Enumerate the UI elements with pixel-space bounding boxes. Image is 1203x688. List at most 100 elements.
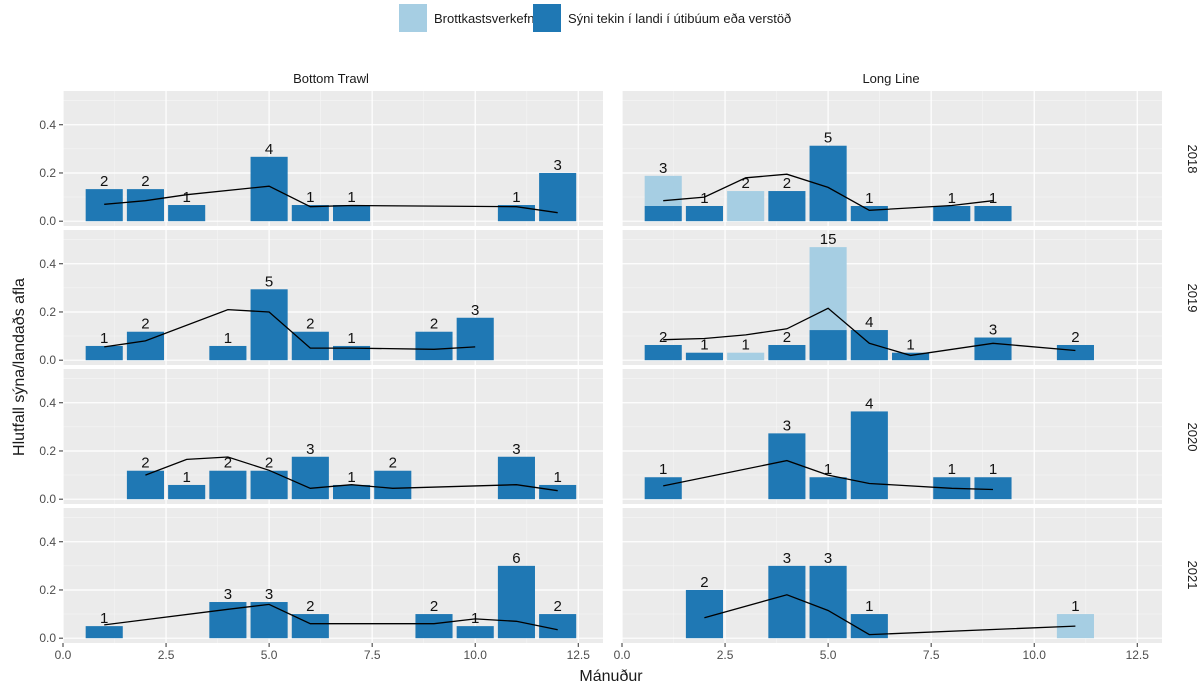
- bar-count-label: 1: [659, 461, 667, 478]
- bar-landed: [85, 626, 123, 639]
- panel-bottom-trawl-2019: 1 2 1 5 2 1 2 3: [62, 230, 603, 365]
- legend-key-landed: [533, 4, 561, 32]
- bar-count-label: 1: [182, 189, 190, 206]
- bar-landed: [768, 565, 806, 639]
- bar-count-label: 3: [989, 322, 997, 339]
- x-tick-label: 12.5: [567, 648, 591, 662]
- bar-landed: [685, 205, 723, 222]
- y-tick-label: 0.4: [39, 118, 56, 132]
- bar-count-label: 1: [741, 337, 749, 354]
- bar-landed: [85, 189, 123, 222]
- y-axis-title: Hlutfall sýna/landaðs afla: [11, 278, 28, 456]
- bar-landed: [974, 337, 1012, 361]
- bar-count-label: 1: [100, 610, 108, 627]
- bar-count-label: 2: [265, 455, 273, 472]
- panel-long-line-2020: 1 3 1 4 1 1: [621, 369, 1162, 504]
- panel-bottom-trawl-2018: 2 2 1 4 1 1 1 3: [62, 91, 603, 226]
- x-axis-title: Mánuður: [579, 668, 643, 685]
- bar-count-label: 1: [224, 330, 232, 347]
- legend: Brottkastsverkefni Sýni tekin í landi í …: [399, 4, 791, 32]
- bar-landed: [768, 191, 806, 222]
- bar-discard: [727, 191, 765, 222]
- bar-landed: [333, 484, 371, 500]
- bar-landed: [539, 614, 577, 639]
- x-tick-label: 10.0: [1023, 648, 1047, 662]
- bar-landed: [209, 345, 247, 361]
- ratio-line: [104, 603, 558, 631]
- bar-count-label: 2: [700, 574, 708, 591]
- bar-landed: [209, 470, 247, 500]
- bar-count-label: 1: [948, 190, 956, 207]
- bar-landed: [85, 345, 123, 361]
- x-tick-label: 5.0: [820, 648, 837, 662]
- ratio-line: [104, 185, 558, 214]
- x-tick-label: 0.0: [614, 648, 631, 662]
- bar-count-label: 2: [659, 329, 667, 346]
- y-tick-label: 0.4: [39, 396, 56, 410]
- legend-key-discard: [399, 4, 427, 32]
- bar-landed: [644, 344, 682, 361]
- bar-landed: [168, 205, 206, 222]
- y-tick-label: 0.0: [39, 353, 56, 367]
- row-strip-2019: 2019: [1185, 284, 1200, 313]
- y-tick-label: 0.2: [39, 305, 56, 319]
- bar-landed: [768, 344, 806, 361]
- bar-count-label: 2: [783, 329, 791, 346]
- ratio-line: [663, 459, 994, 491]
- bar-landed: [374, 470, 412, 500]
- bar-landed: [768, 433, 806, 500]
- bar-landed: [539, 484, 577, 500]
- ratio-line: [663, 173, 994, 211]
- bar-count-label: 1: [1071, 598, 1079, 615]
- y-tick-label: 0.0: [39, 492, 56, 506]
- bar-landed: [1056, 344, 1094, 361]
- bar-count-label: 1: [306, 189, 314, 206]
- bar-count-label: 2: [141, 316, 149, 333]
- panel-bottom-trawl-2020: 2 1 2 2 3 1 2 3 1: [62, 369, 603, 504]
- bar-count-label: 2: [100, 173, 108, 190]
- panel-background: [622, 230, 1162, 365]
- bar-count-label: 1: [906, 337, 914, 354]
- bar-landed: [333, 205, 371, 222]
- bar-landed: [974, 477, 1012, 500]
- y-tick-label: 0.4: [39, 257, 56, 271]
- bar-count-label: 2: [741, 175, 749, 192]
- bar-count-label: 1: [347, 189, 355, 206]
- x-tick-label: 2.5: [717, 648, 734, 662]
- bar-landed: [850, 411, 888, 500]
- bar-landed: [415, 331, 453, 361]
- x-tick-label: 2.5: [158, 648, 175, 662]
- bar-count-label: 3: [512, 441, 520, 458]
- bar-count-label: 2: [389, 455, 397, 472]
- bar-count-label: 1: [347, 330, 355, 347]
- column-strip-bottom-trawl: Bottom Trawl: [293, 71, 369, 86]
- bar-landed: [644, 205, 682, 222]
- bar-count-label: 1: [512, 189, 520, 206]
- bar-landed: [291, 456, 329, 500]
- column-strip-long-line: Long Line: [862, 71, 919, 86]
- bar-landed: [892, 352, 930, 361]
- bar-count-label: 4: [865, 395, 873, 412]
- bar-count-label: 3: [659, 160, 667, 177]
- bar-count-label: 3: [824, 550, 832, 567]
- bar-count-label: 3: [553, 157, 561, 174]
- bar-count-label: 2: [430, 598, 438, 615]
- legend-label-landed: Sýni tekin í landi í útibúum eða verstöð: [568, 11, 791, 26]
- y-tick-label: 0.2: [39, 166, 56, 180]
- bar-landed: [974, 205, 1012, 222]
- bar-discard: [727, 352, 765, 361]
- bar-count-label: 2: [1071, 329, 1079, 346]
- x-tick-label: 5.0: [261, 648, 278, 662]
- bar-count-label: 3: [306, 441, 314, 458]
- bar-count-label: 1: [700, 337, 708, 354]
- bar-count-label: 1: [182, 469, 190, 486]
- bar-count-label: 1: [865, 190, 873, 207]
- bar-landed: [250, 602, 288, 639]
- bar-landed: [126, 470, 164, 500]
- bar-count-label: 1: [700, 190, 708, 207]
- bar-discard: [809, 247, 847, 331]
- x-tick-label: 12.5: [1126, 648, 1150, 662]
